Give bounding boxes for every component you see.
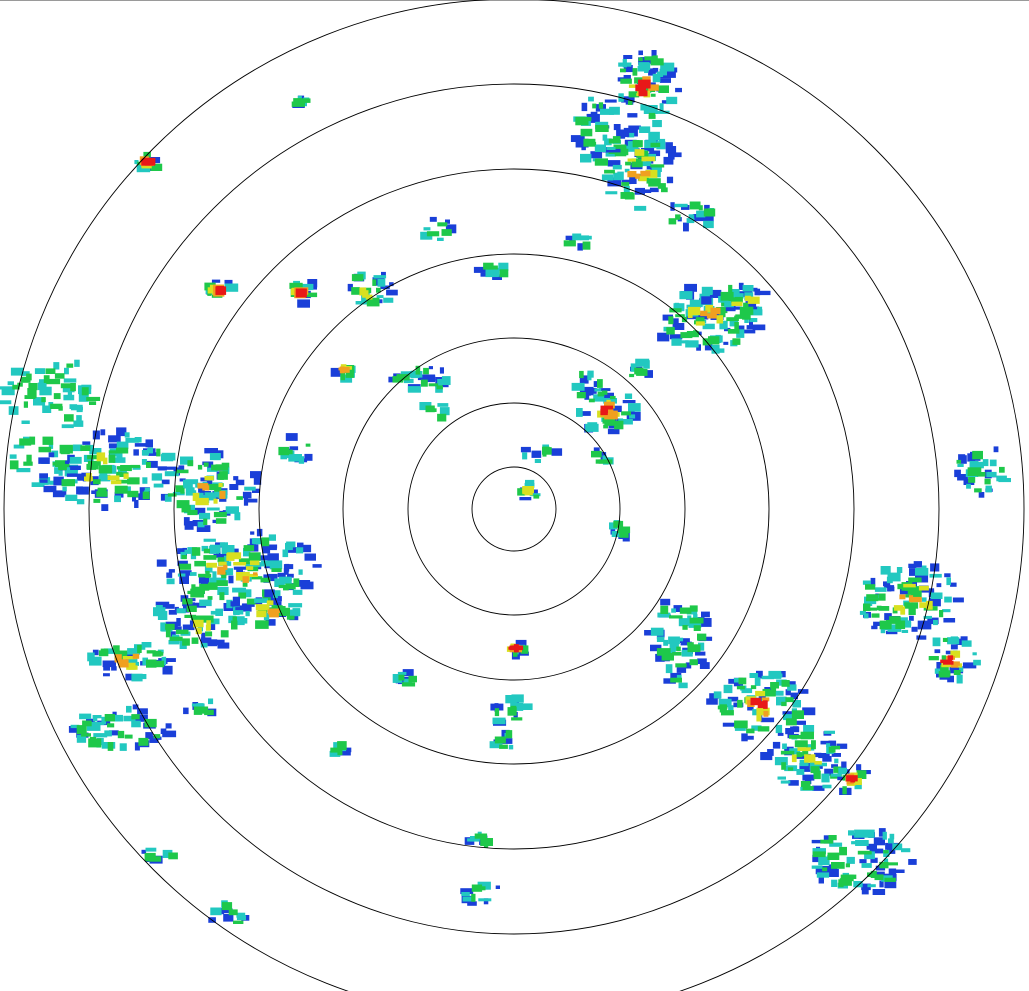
precipitation-echoes <box>0 50 1011 924</box>
echo-cell <box>388 365 451 393</box>
echo-cell <box>464 831 493 848</box>
echo-cell <box>629 358 653 378</box>
echo-cell <box>68 704 177 751</box>
echo-cell <box>506 639 529 660</box>
echo-cell <box>329 741 352 757</box>
echo-cell <box>87 642 176 682</box>
echo-cell <box>460 881 500 906</box>
echo-cell <box>563 233 592 251</box>
echo-cell <box>601 125 682 211</box>
echo-cell <box>473 262 509 280</box>
echo-cell <box>520 444 563 463</box>
echo-cell <box>644 598 713 689</box>
echo-cell <box>0 359 101 429</box>
echo-cell <box>278 433 313 464</box>
echo-cell <box>160 448 262 532</box>
range-ring-1 <box>471 466 557 552</box>
echo-cell <box>954 446 1011 498</box>
echo-cell <box>928 636 981 684</box>
echo-cell <box>183 698 217 717</box>
range-ring-2 <box>407 402 621 616</box>
echo-cell <box>153 595 248 649</box>
echo-cell <box>208 900 250 924</box>
range-ring-4 <box>258 253 770 765</box>
echo-cell <box>591 447 614 465</box>
range-ring-5 <box>173 168 855 850</box>
echo-cell <box>134 151 163 173</box>
range-rings <box>3 0 1025 991</box>
echo-cell <box>570 96 630 166</box>
echo-cell <box>419 402 450 422</box>
echo-cell <box>291 95 311 108</box>
echo-cell <box>706 670 816 742</box>
echo-cell <box>490 694 533 726</box>
echo-cell <box>204 279 239 298</box>
echo-cell <box>330 364 356 383</box>
range-ring-6 <box>88 83 940 935</box>
echo-cell <box>392 669 417 687</box>
echo-cell <box>38 427 180 511</box>
echo-cell <box>760 725 850 791</box>
echo-cell <box>701 282 771 315</box>
echo-cell <box>347 271 398 307</box>
echo-cell <box>571 370 603 399</box>
echo-cell <box>420 216 457 241</box>
range-ring-3 <box>342 337 686 681</box>
echo-cell <box>811 828 917 895</box>
echo-cell <box>489 729 514 750</box>
echo-cell <box>617 50 682 128</box>
echo-cell <box>289 279 318 308</box>
echo-cell <box>859 561 964 640</box>
echo-cell <box>156 528 322 612</box>
echo-cell <box>576 388 641 435</box>
echo-cell <box>668 201 716 232</box>
top-border <box>0 0 1029 1</box>
range-ring-7 <box>3 0 1025 991</box>
echo-cell <box>517 479 541 501</box>
echo-cell <box>141 847 178 864</box>
echo-cell <box>609 520 631 542</box>
